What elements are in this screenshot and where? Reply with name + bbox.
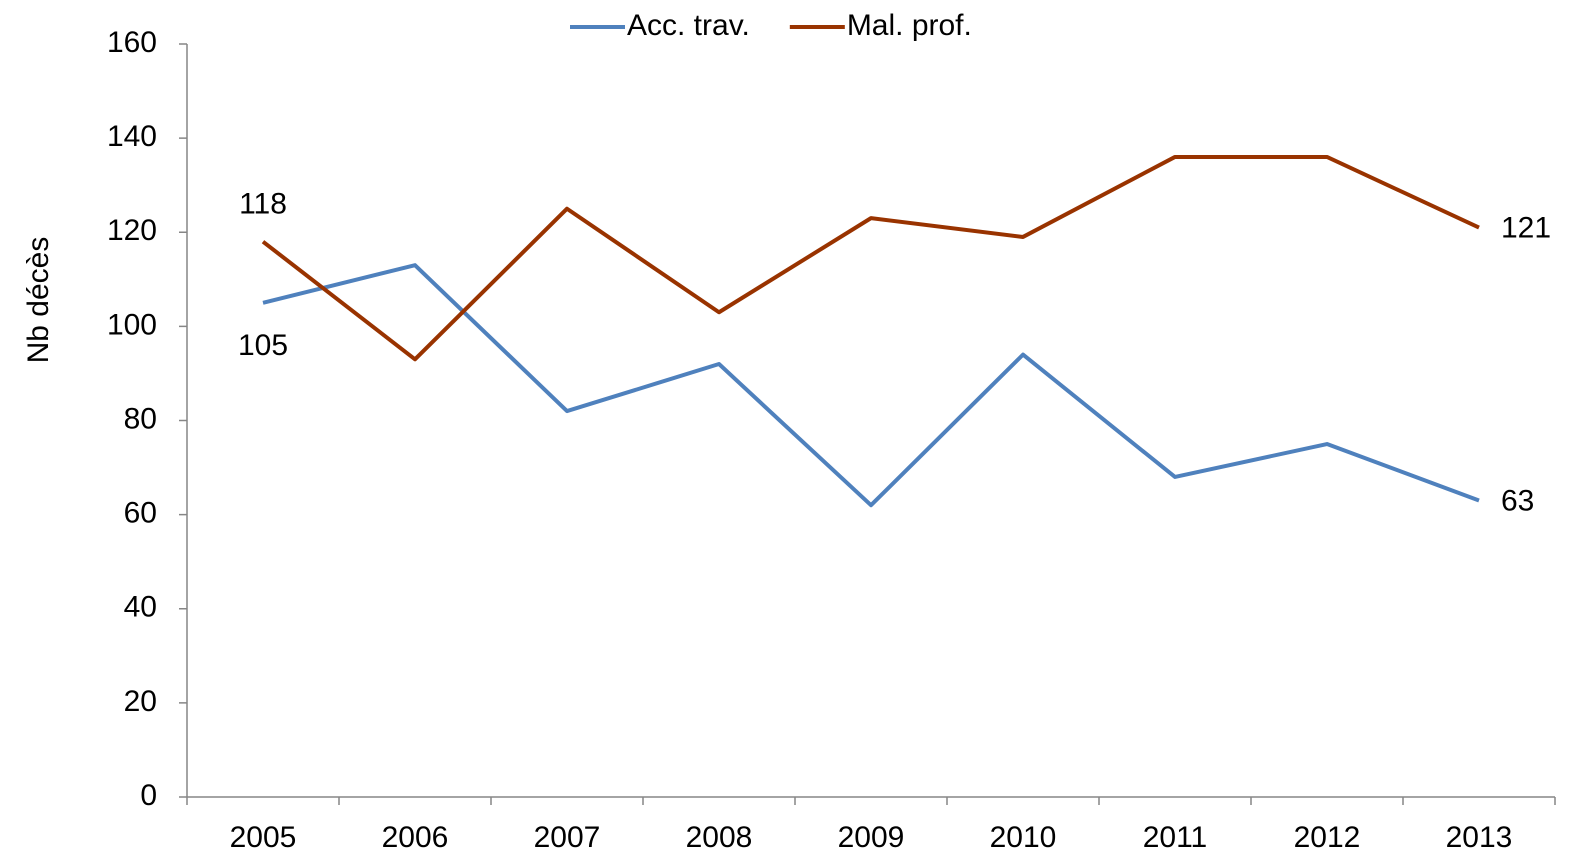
y-tick-label: 140	[107, 120, 157, 153]
data-label: 63	[1501, 484, 1534, 517]
x-tick-label: 2009	[838, 821, 905, 854]
legend-label: Mal. prof.	[847, 9, 972, 42]
x-tick-label: 2008	[686, 821, 753, 854]
y-tick-label: 100	[107, 308, 157, 341]
x-tick-label: 2012	[1294, 821, 1361, 854]
y-tick-label: 120	[107, 214, 157, 247]
x-tick-label: 2013	[1446, 821, 1513, 854]
x-tick-label: 2010	[990, 821, 1057, 854]
y-tick-label: 0	[140, 779, 157, 812]
data-label: 118	[239, 188, 287, 221]
series-line	[262, 263, 1480, 508]
y-tick-label: 60	[124, 497, 157, 530]
y-tick-label: 80	[124, 402, 157, 435]
y-tick-label: 40	[124, 591, 157, 624]
y-tick-label: 160	[107, 26, 157, 59]
legend-label: Acc. trav.	[627, 9, 750, 42]
x-tick-label: 2005	[230, 821, 297, 854]
x-tick-label: 2006	[382, 821, 449, 854]
series-line	[261, 154, 1480, 362]
y-tick-label: 20	[124, 685, 157, 718]
x-tick-label: 2011	[1143, 821, 1208, 854]
x-tick-label: 2007	[534, 821, 601, 854]
data-label: 121	[1501, 211, 1551, 244]
y-axis-label: Nb décès	[22, 237, 55, 364]
data-label: 105	[238, 329, 288, 362]
